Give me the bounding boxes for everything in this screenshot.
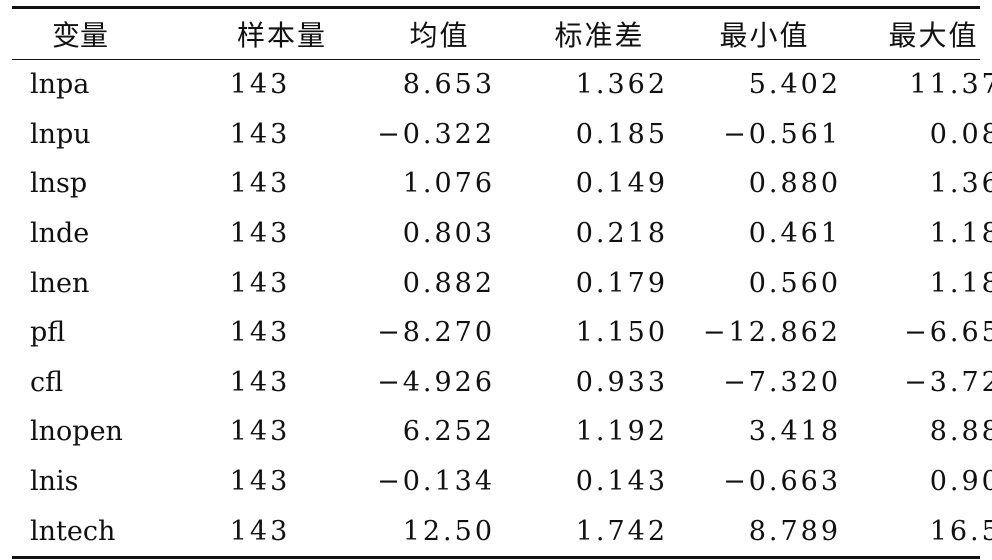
cell-variable: lnpu xyxy=(30,118,91,150)
cell-max: 8.882 xyxy=(929,416,992,448)
cell-std-dev: 0.933 xyxy=(575,366,668,398)
cell-std-dev: 0.179 xyxy=(575,267,668,299)
cell-variable: lnde xyxy=(30,218,90,250)
cell-max: 1.182 xyxy=(929,218,992,250)
descriptive-statistics-body: lnpa 143 8.653 1.362 5.402 11.377 lnpu 143 −0.32… xyxy=(12,60,992,556)
cell-max: −6.650 xyxy=(904,317,992,349)
cell-sample-size: 143 xyxy=(229,218,291,250)
header-variable: 变量 xyxy=(52,19,109,52)
cell-mean: 6.252 xyxy=(402,416,495,448)
cell-mean: −4.926 xyxy=(377,366,495,398)
header-mean: 均值 xyxy=(409,19,470,52)
cell-max: 16.50 xyxy=(929,515,992,547)
table-row: lnis 143 −0.134 0.143 −0.663 0.906 xyxy=(12,457,992,507)
table-row: lnde 143 0.803 0.218 0.461 1.182 xyxy=(12,209,992,259)
cell-min: −7.320 xyxy=(723,366,841,398)
cell-sample-size: 143 xyxy=(229,69,291,101)
header-max: 最大值 xyxy=(888,19,979,52)
table-row: lntech 143 12.50 1.742 8.789 16.50 xyxy=(12,506,992,556)
cell-max: 0.906 xyxy=(929,466,992,498)
cell-min: 8.789 xyxy=(748,515,841,547)
cell-sample-size: 143 xyxy=(229,466,291,498)
table-row: lnpu 143 −0.322 0.185 −0.561 0.088 xyxy=(12,110,992,160)
cell-min: 0.560 xyxy=(748,267,841,299)
cell-sample-size: 143 xyxy=(229,118,291,150)
cell-variable: cfl xyxy=(30,366,64,398)
cell-mean: 12.50 xyxy=(402,515,495,547)
table-row: lnsp 143 1.076 0.149 0.880 1.365 xyxy=(12,159,992,209)
table-header-rule xyxy=(12,59,980,60)
cell-mean: −0.322 xyxy=(377,118,495,150)
table-row: pfl 143 −8.270 1.150 −12.862 −6.650 xyxy=(12,308,992,358)
cell-mean: −8.270 xyxy=(377,317,495,349)
statistics-table-container: 变量 样本量 均值 标准差 最小值 最大值 lnpa 143 8.653 1.362 5… xyxy=(12,6,992,559)
cell-std-dev: 0.143 xyxy=(575,466,668,498)
cell-mean: 0.882 xyxy=(402,267,495,299)
table-row: lnen 143 0.882 0.179 0.560 1.182 xyxy=(12,258,992,308)
header-std-dev: 标准差 xyxy=(554,19,645,52)
cell-std-dev: 1.362 xyxy=(575,69,668,101)
cell-variable: lnsp xyxy=(30,168,88,200)
cell-std-dev: 1.192 xyxy=(575,416,668,448)
cell-std-dev: 1.742 xyxy=(575,515,668,547)
cell-sample-size: 143 xyxy=(229,317,291,349)
cell-std-dev: 0.218 xyxy=(575,218,668,250)
cell-variable: lnis xyxy=(30,466,79,498)
cell-min: −12.862 xyxy=(702,317,841,349)
cell-max: −3.728 xyxy=(904,366,992,398)
cell-min: −0.663 xyxy=(723,466,841,498)
header-row: 变量 样本量 均值 标准差 最小值 最大值 xyxy=(12,9,992,59)
cell-min: 0.461 xyxy=(748,218,841,250)
cell-variable: lnen xyxy=(30,267,90,299)
cell-min: 0.880 xyxy=(748,168,841,200)
cell-max: 1.365 xyxy=(929,168,992,200)
descriptive-statistics-table: 变量 样本量 均值 标准差 最小值 最大值 xyxy=(12,9,992,59)
cell-max: 11.377 xyxy=(909,69,992,101)
cell-sample-size: 143 xyxy=(229,515,291,547)
table-top-rule xyxy=(12,6,980,9)
cell-sample-size: 143 xyxy=(229,267,291,299)
cell-max: 1.182 xyxy=(929,267,992,299)
cell-min: 5.402 xyxy=(748,69,841,101)
header-min: 最小值 xyxy=(719,19,810,52)
cell-sample-size: 143 xyxy=(229,416,291,448)
cell-min: 3.418 xyxy=(748,416,841,448)
table-row: cfl 143 −4.926 0.933 −7.320 −3.728 xyxy=(12,358,992,408)
cell-mean: 0.803 xyxy=(402,218,495,250)
cell-variable: lnpa xyxy=(30,69,90,101)
cell-std-dev: 0.185 xyxy=(575,118,668,150)
header-sample-size: 样本量 xyxy=(236,19,327,52)
cell-mean: 1.076 xyxy=(402,168,495,200)
cell-std-dev: 0.149 xyxy=(575,168,668,200)
cell-variable: lntech xyxy=(30,515,116,547)
cell-variable: lnopen xyxy=(30,416,123,448)
cell-min: −0.561 xyxy=(723,118,841,150)
cell-max: 0.088 xyxy=(929,118,992,150)
cell-mean: 8.653 xyxy=(402,69,495,101)
cell-std-dev: 1.150 xyxy=(575,317,668,349)
cell-sample-size: 143 xyxy=(229,366,291,398)
table-row: lnpa 143 8.653 1.362 5.402 11.377 xyxy=(12,60,992,110)
table-bottom-rule xyxy=(12,555,980,559)
cell-sample-size: 143 xyxy=(229,168,291,200)
table-row: lnopen 143 6.252 1.192 3.418 8.882 xyxy=(12,407,992,457)
cell-mean: −0.134 xyxy=(377,466,495,498)
cell-variable: pfl xyxy=(30,317,66,349)
